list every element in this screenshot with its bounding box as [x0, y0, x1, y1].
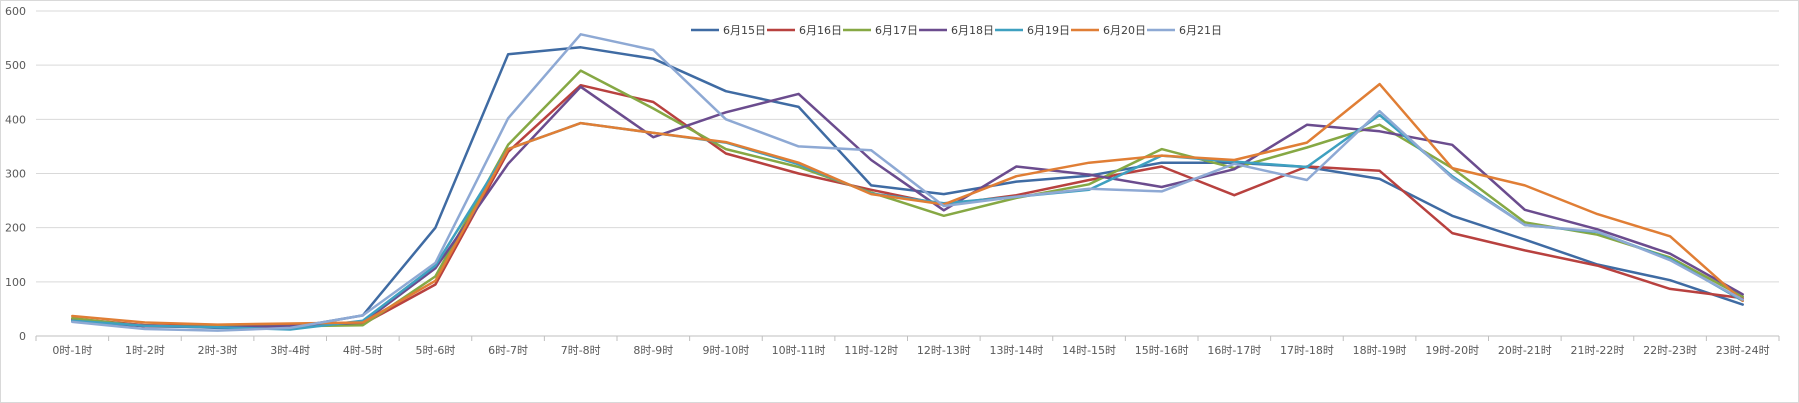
series-2 — [71, 83, 1744, 328]
x-tick-label: 22时-23时 — [1643, 344, 1697, 357]
legend-label: 6月20日 — [1103, 24, 1146, 37]
y-tick-label: 100 — [5, 276, 26, 289]
x-tick-label: 20时-21时 — [1498, 344, 1552, 357]
x-tick-label: 4时-5时 — [343, 344, 383, 357]
series-3 — [71, 69, 1744, 329]
x-tick-label: 0时-1时 — [52, 344, 92, 357]
legend-label: 6月19日 — [1027, 24, 1070, 37]
x-tick-label: 21时-22时 — [1570, 344, 1624, 357]
series-4 — [71, 85, 1744, 329]
legend-item[interactable]: 6月18日 — [919, 24, 994, 37]
series-line — [71, 82, 1744, 326]
legend-label: 6月15日 — [723, 24, 766, 37]
x-tick-label: 15时-16时 — [1135, 344, 1189, 357]
legend-label: 6月16日 — [799, 24, 842, 37]
x-tick-label: 5时-6时 — [415, 344, 455, 357]
series-line — [71, 83, 1744, 328]
legend-label: 6月17日 — [875, 24, 918, 37]
y-tick-label: 300 — [5, 168, 26, 181]
legend-item[interactable]: 6月15日 — [691, 24, 766, 37]
series-line — [71, 46, 1744, 330]
x-tick-label: 12时-13时 — [917, 344, 971, 357]
legend-item[interactable]: 6月19日 — [995, 24, 1070, 37]
series-line — [71, 33, 1744, 332]
x-tick-label: 3时-4时 — [270, 344, 310, 357]
y-tick-label: 200 — [5, 222, 26, 235]
legend-item[interactable]: 6月20日 — [1071, 24, 1146, 37]
x-tick-label: 6时-7时 — [488, 344, 528, 357]
x-tick-label: 19时-20时 — [1425, 344, 1479, 357]
x-tick-label: 2时-3时 — [198, 344, 238, 357]
legend-label: 6月18日 — [951, 24, 994, 37]
x-tick-label: 10时-11时 — [772, 344, 826, 357]
x-tick-label: 23时-24时 — [1716, 344, 1770, 357]
x-tick-label: 9时-10时 — [702, 344, 749, 357]
series-line — [71, 85, 1744, 329]
series-5 — [71, 113, 1744, 331]
x-tick-label: 1时-2时 — [125, 344, 165, 357]
x-tick-label: 11时-12时 — [844, 344, 898, 357]
legend[interactable]: 6月15日 6月16日 6月17日 6月18日 6月19日 6月20日 6月21日 — [691, 24, 1222, 37]
gridlines: 0 100 200 300 400 500 600 — [5, 5, 1779, 343]
series-7 — [71, 33, 1744, 332]
x-tick-label: 7时-8时 — [561, 344, 601, 357]
legend-item[interactable]: 6月16日 — [767, 24, 842, 37]
y-tick-label: 0 — [19, 330, 26, 343]
series-1 — [71, 46, 1744, 330]
legend-item[interactable]: 6月21日 — [1147, 24, 1222, 37]
x-tick-label: 13时-14时 — [989, 344, 1043, 357]
series-line — [71, 113, 1744, 331]
y-tick-label: 600 — [5, 5, 26, 18]
y-tick-label: 400 — [5, 113, 26, 126]
series-6 — [71, 82, 1744, 326]
x-tick-label: 18时-19时 — [1353, 344, 1407, 357]
series-line — [71, 69, 1744, 329]
legend-item[interactable]: 6月17日 — [843, 24, 918, 37]
x-tick-label: 16时-17时 — [1207, 344, 1261, 357]
legend-label: 6月21日 — [1179, 24, 1222, 37]
x-tick-label: 8时-9时 — [633, 344, 673, 357]
x-axis: 0时-1时 1时-2时 2时-3时 3时-4时 4时-5时 5时-6时 6时-7时 7时-8时… — [35, 336, 1780, 357]
y-tick-label: 500 — [5, 59, 26, 72]
x-tick-label: 17时-18时 — [1280, 344, 1334, 357]
plot-area — [71, 33, 1744, 332]
x-tick-label: 14时-15时 — [1062, 344, 1116, 357]
